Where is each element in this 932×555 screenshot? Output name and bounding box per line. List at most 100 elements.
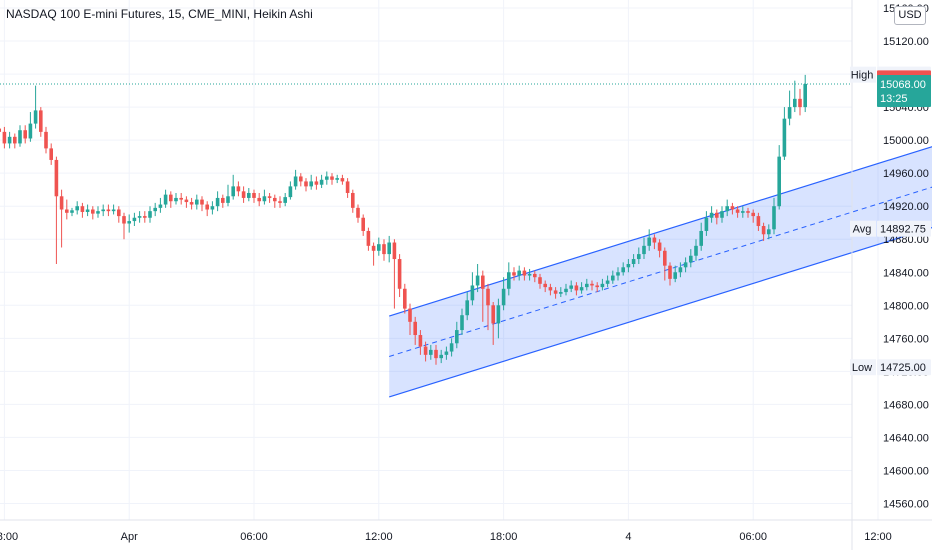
candle-body [559,292,563,294]
candle [28,112,33,142]
candle [44,126,48,154]
candle-body [533,273,537,278]
candle [787,90,792,126]
candle [429,344,433,360]
candle-body [465,300,469,316]
candle-body [756,216,761,227]
candle [403,283,407,314]
candle-body [137,216,142,218]
candle-body [158,204,163,208]
y-tick-label: 14760.00 [883,333,929,345]
candle [621,262,625,276]
candles [0,74,807,365]
badge-avg-label-bg [850,220,876,237]
candle [127,214,131,233]
candle [314,176,319,190]
y-tick-label: 14920.00 [883,201,929,213]
candle [262,189,267,205]
y-tick-label: 14960.00 [883,168,929,180]
candle [236,181,241,197]
candle-body [2,131,7,144]
candle-body [59,196,64,210]
candle [798,88,802,116]
y-tick-label: 14680.00 [883,399,929,411]
candle [491,301,495,345]
candle [247,188,251,202]
currency-button[interactable]: USD [894,6,926,25]
candle-body [13,136,17,144]
candle [273,194,277,208]
candle [117,206,121,223]
candle [423,341,428,362]
candle-body [304,181,308,187]
candle [377,237,381,256]
candle-body [117,209,121,217]
candle [366,227,371,251]
candle-body [215,197,220,207]
candle [559,287,563,298]
candle [148,206,152,223]
candle [605,275,610,288]
candle-body [143,216,147,218]
candle-body [23,130,27,139]
candle-body [70,210,74,213]
channel-fill [389,146,932,397]
candle [746,207,750,218]
candle-body [626,264,631,268]
candle [241,186,246,203]
candle-body [184,199,189,203]
candle-body [54,159,59,197]
candle [803,74,807,113]
candle [158,197,163,213]
candle-body [122,216,126,224]
candle-body [616,272,620,276]
candle [569,280,573,293]
candle-body [153,207,157,212]
candle-body [413,321,417,336]
candle [54,156,59,264]
candle [351,189,355,213]
candle [616,267,620,281]
candle-body [75,206,79,211]
candle-body [7,136,12,144]
candle [772,197,776,235]
candle [361,214,365,236]
candle-body [673,272,677,279]
grid [0,0,879,520]
candle [574,282,579,296]
candle [704,211,709,236]
candle-body [44,131,48,149]
candle [39,107,43,137]
y-tick-label: 14640.00 [883,432,929,444]
candle [174,192,178,205]
candle [2,126,7,149]
candle [392,239,397,309]
candle-body [283,197,287,203]
candle [668,262,672,286]
candle-body [725,206,729,212]
badge-avg-label: Avg [853,224,872,236]
candle-body [579,287,584,291]
candle [340,174,345,185]
candle [143,211,147,223]
candle-body [96,211,100,214]
y-tick-label: 14840.00 [883,267,929,279]
candle [683,257,688,273]
candle-body [543,283,547,288]
candle [793,80,797,113]
candle-body [631,259,636,264]
candle-body [262,196,267,202]
candle-body [221,197,225,203]
candle [231,174,235,200]
candle [642,237,646,260]
candle-body [657,242,662,251]
candle-body [205,204,209,210]
candle [538,273,542,289]
candle [85,204,90,217]
candle [189,197,194,210]
candle [517,265,521,281]
candle [455,321,459,349]
price-badges: 15079.25High14892.75Avg14725.00Low15074.… [850,66,931,376]
